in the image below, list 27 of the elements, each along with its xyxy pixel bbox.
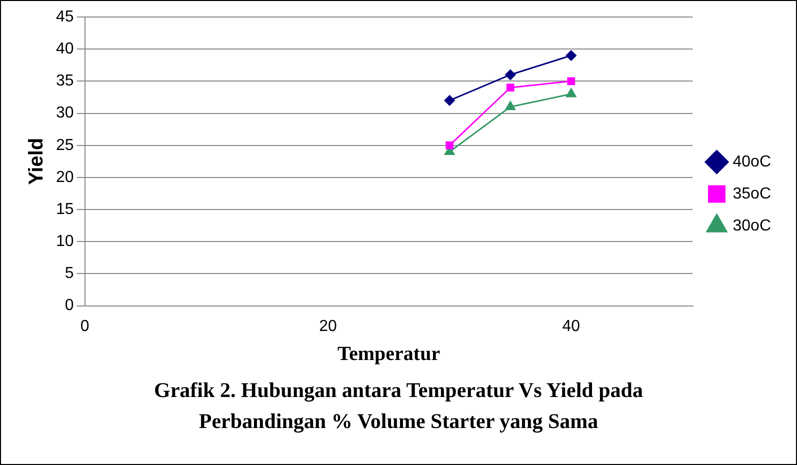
- y-tick-label: 5: [64, 265, 74, 282]
- x-tick-label: 20: [319, 318, 337, 335]
- text: Grafik 2. Hubungan antara Temperatur Vs Yield pada Perbandingan % Volume Starter yang Sama: [153, 377, 644, 435]
- point: [567, 77, 576, 86]
- y-tick-label: 45: [56, 8, 74, 26]
- point: [446, 141, 454, 150]
- x-tick-label: 40: [562, 318, 580, 335]
- y-tick-label: 40: [56, 40, 74, 58]
- legend-label: 35oC: [732, 185, 771, 202]
- point: [566, 50, 576, 61]
- legend-label: 30oC: [732, 217, 771, 234]
- y-tick-label: 15: [56, 200, 74, 218]
- point: [444, 95, 455, 106]
- x-tick-label: 0: [80, 318, 90, 335]
- y-tick-label: 30: [56, 104, 74, 122]
- point: [505, 101, 516, 110]
- y-tick-label: 35: [56, 72, 74, 90]
- y-axis-title: Yield: [26, 138, 48, 185]
- point: [505, 70, 516, 80]
- y-tick-label: 20: [56, 168, 74, 186]
- y-tick-label: 10: [56, 233, 74, 250]
- y-tick-label: 25: [56, 136, 74, 154]
- point: [506, 84, 514, 92]
- x-axis-title: Temperatur: [337, 343, 440, 366]
- point: [566, 88, 576, 98]
- legend-label: 40oC: [732, 153, 771, 170]
- y-tick-label: 0: [64, 297, 74, 314]
